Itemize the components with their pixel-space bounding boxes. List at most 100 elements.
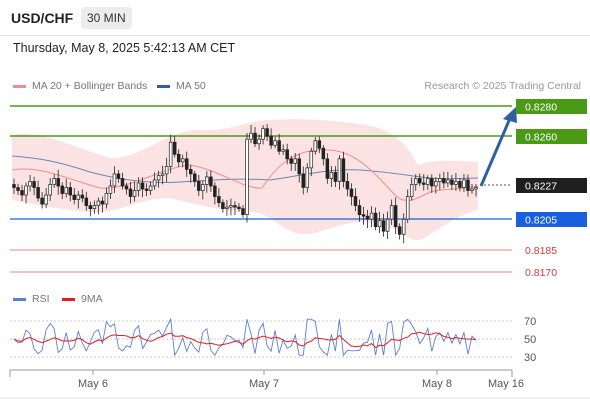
candle-body bbox=[80, 194, 85, 199]
candle-body bbox=[373, 212, 378, 228]
candle-body bbox=[64, 187, 68, 194]
currency-pair: USD/CHF bbox=[11, 10, 74, 26]
candle-body bbox=[353, 196, 358, 206]
candle-body bbox=[329, 172, 334, 179]
candle-body bbox=[144, 188, 149, 191]
candle-body bbox=[446, 179, 450, 184]
candle-body bbox=[36, 187, 40, 199]
header: USD/CHF 30 MIN bbox=[0, 0, 590, 36]
candle-body bbox=[442, 178, 446, 184]
candle-body bbox=[349, 188, 354, 197]
candle-body bbox=[418, 178, 422, 184]
rsi-tick-50: 50 bbox=[524, 334, 536, 346]
candle-body bbox=[341, 158, 346, 182]
timestamp: Thursday, May 8, 2025 5:42:13 AM CET bbox=[13, 41, 236, 55]
candle-body bbox=[422, 182, 426, 185]
candle-body bbox=[269, 135, 273, 146]
candles bbox=[12, 124, 478, 244]
candle-body bbox=[96, 200, 101, 206]
price-label-0.8185: 0.8185 bbox=[525, 245, 557, 257]
candle-body bbox=[136, 182, 141, 191]
candle-body bbox=[313, 140, 318, 152]
timeframe-button[interactable]: 30 MIN bbox=[81, 7, 132, 29]
candle-body bbox=[273, 140, 277, 146]
candle-body bbox=[265, 128, 269, 137]
candle-body bbox=[462, 179, 466, 188]
candle-body bbox=[241, 208, 245, 216]
candle-body bbox=[245, 138, 249, 216]
legend-9ma-label: 9MA bbox=[81, 293, 103, 305]
candle-body bbox=[217, 196, 221, 203]
candle-body bbox=[426, 178, 430, 185]
candle-body bbox=[120, 178, 125, 187]
candle-body bbox=[168, 141, 173, 167]
price-label-0.8205-text: 0.8205 bbox=[525, 215, 557, 227]
candle-body bbox=[409, 184, 414, 197]
candle-body bbox=[281, 149, 285, 152]
candle-body bbox=[152, 179, 157, 187]
candle-body bbox=[197, 181, 201, 191]
credit: Research © 2025 Trading Central bbox=[424, 80, 581, 92]
rsi-line bbox=[13, 317, 477, 357]
candle-body bbox=[56, 178, 60, 187]
candle-body bbox=[430, 178, 434, 187]
candle-body bbox=[345, 181, 350, 190]
candle-body bbox=[261, 128, 265, 140]
x-label-may16: May 16 bbox=[488, 378, 524, 390]
candle-body bbox=[309, 150, 314, 169]
candle-body bbox=[28, 181, 32, 187]
candle-body bbox=[172, 141, 177, 155]
price-label-0.8227: 0.8227 bbox=[516, 178, 587, 193]
candle-body bbox=[365, 215, 370, 220]
legend-ma20-label: MA 20 + Bollinger Bands bbox=[32, 80, 148, 92]
candle-body bbox=[44, 194, 48, 205]
candle-body bbox=[317, 140, 322, 149]
candle-body bbox=[253, 132, 257, 145]
candle-body bbox=[333, 172, 338, 182]
candle-body bbox=[237, 206, 241, 209]
candle-body bbox=[381, 220, 386, 232]
legend-ma50-label: MA 50 bbox=[176, 80, 206, 92]
legend-9ma: 9MA bbox=[62, 293, 103, 305]
candle-body bbox=[201, 184, 205, 191]
candle-body bbox=[413, 178, 418, 185]
candle-body bbox=[285, 149, 289, 160]
price-label-0.8260: 0.8260 bbox=[516, 129, 587, 144]
candle-body bbox=[470, 188, 474, 191]
candle-body bbox=[108, 185, 113, 194]
price-label-0.8205: 0.8205 bbox=[516, 212, 587, 227]
candle-body bbox=[257, 138, 261, 145]
candle-body bbox=[160, 173, 165, 176]
ma9-swatch bbox=[62, 297, 75, 301]
candle-body bbox=[100, 200, 105, 205]
candle-body bbox=[301, 173, 306, 188]
candle-body bbox=[112, 173, 117, 187]
candle-body bbox=[438, 178, 442, 182]
candle-body bbox=[193, 173, 197, 182]
candle-body bbox=[393, 205, 398, 228]
candle-body bbox=[389, 205, 394, 220]
price-label-0.8280: 0.8280 bbox=[516, 99, 587, 114]
candle-body bbox=[361, 214, 366, 217]
candle-body bbox=[405, 196, 410, 220]
candle-body bbox=[40, 197, 44, 205]
candle-body bbox=[458, 181, 462, 188]
candle-body bbox=[140, 182, 145, 190]
candle-body bbox=[325, 158, 330, 179]
candle-body bbox=[297, 158, 301, 175]
candle-body bbox=[48, 184, 52, 196]
x-label-may7: May 7 bbox=[249, 378, 279, 390]
candle-body bbox=[32, 181, 36, 188]
ma50-swatch bbox=[157, 84, 170, 88]
candle-body bbox=[116, 173, 121, 179]
candle-body bbox=[385, 218, 390, 232]
rsi-swatch bbox=[13, 297, 26, 301]
candle-body bbox=[321, 147, 326, 160]
candle-body bbox=[434, 181, 438, 187]
candle-body bbox=[209, 176, 213, 187]
candle-body bbox=[68, 187, 72, 196]
forecast-arrow bbox=[479, 115, 513, 187]
candle-body bbox=[357, 205, 362, 216]
candle-body bbox=[305, 167, 310, 188]
